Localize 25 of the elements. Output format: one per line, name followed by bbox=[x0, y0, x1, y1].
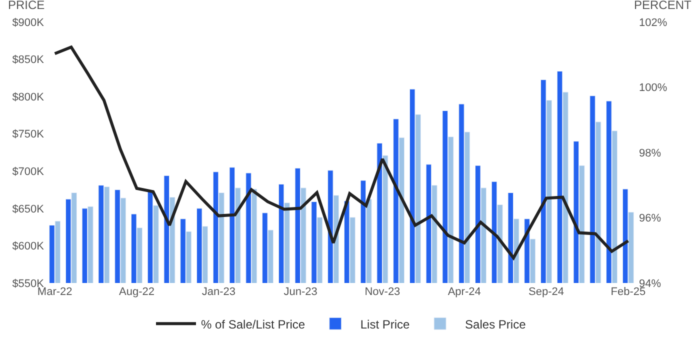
x-tick-label: Aug-22 bbox=[118, 286, 154, 298]
y-tick-label: $850K bbox=[12, 54, 45, 66]
y-tick-label: $650K bbox=[12, 203, 45, 216]
legend-label: Sales Price bbox=[465, 317, 526, 332]
legend-label: List Price bbox=[360, 317, 410, 332]
x-tick-label: Sep-24 bbox=[528, 286, 564, 298]
y-tick-label: $800K bbox=[12, 91, 45, 104]
y-tick-label: $750K bbox=[12, 128, 45, 141]
y-tick-label: $600K bbox=[12, 240, 45, 253]
x-tick-label: Apr-24 bbox=[448, 286, 481, 298]
y2-tick-label: 96% bbox=[639, 212, 662, 225]
line-series bbox=[53, 46, 630, 260]
x-tick-label: Jun-23 bbox=[284, 286, 318, 298]
y2-tick-label: 98% bbox=[639, 147, 662, 160]
x-tick-label: Nov-23 bbox=[364, 286, 400, 298]
x-tick-label: Feb-25 bbox=[610, 286, 646, 298]
x-tick-label: Jan-23 bbox=[202, 286, 236, 298]
legend-label: % of Sale/List Price bbox=[201, 317, 306, 332]
y2-tick-label: 102% bbox=[639, 16, 668, 29]
y2-axis-title: PERCENT bbox=[634, 0, 692, 12]
y-axis-title: PRICE bbox=[8, 0, 45, 12]
x-tick-label: Mar-22 bbox=[37, 286, 72, 298]
y-tick-label: $900K bbox=[12, 16, 45, 29]
y2-tick-label: 100% bbox=[639, 82, 668, 94]
y-tick-label: $700K bbox=[12, 166, 45, 178]
